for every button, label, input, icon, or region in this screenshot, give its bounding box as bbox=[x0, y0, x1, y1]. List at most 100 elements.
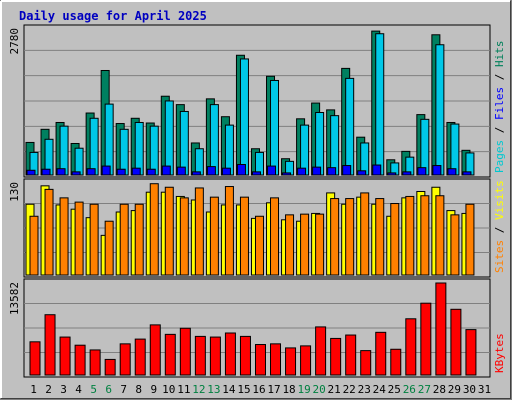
x-tick-day-27: 27 bbox=[418, 383, 431, 396]
bar-kbytes-day-24 bbox=[375, 331, 387, 376]
bar-kbytes-day-21 bbox=[330, 337, 342, 376]
x-tick-day-19: 19 bbox=[297, 383, 310, 396]
bar-files-day-13 bbox=[209, 104, 219, 176]
x-tick-day-21: 21 bbox=[328, 383, 341, 396]
bar-sites-day-18 bbox=[285, 214, 295, 276]
legend-separator: / bbox=[493, 120, 506, 140]
bar-kbytes-day-11 bbox=[179, 327, 191, 376]
bar-kbytes-day-19 bbox=[300, 345, 312, 376]
bar-sites-day-12 bbox=[194, 187, 204, 276]
bar-sites-day-7 bbox=[119, 203, 129, 276]
bar-kbytes-day-27 bbox=[420, 302, 432, 376]
bar-sites-day-19 bbox=[300, 213, 310, 276]
x-tick-day-23: 23 bbox=[358, 383, 371, 396]
x-tick-day-6: 6 bbox=[105, 383, 112, 396]
bar-kbytes-day-16 bbox=[254, 344, 266, 376]
bar-kbytes-day-7 bbox=[119, 343, 131, 376]
bar-kbytes-day-1 bbox=[29, 341, 41, 376]
x-tick-day-2: 2 bbox=[45, 383, 52, 396]
x-tick-day-10: 10 bbox=[162, 383, 175, 396]
bar-kbytes-day-4 bbox=[74, 344, 86, 376]
bar-files-day-15 bbox=[239, 58, 249, 176]
legend-kbytes: KBytes bbox=[493, 333, 506, 373]
bar-files-day-3 bbox=[59, 125, 69, 176]
bar-sites-day-30 bbox=[465, 203, 475, 276]
bar-sites-day-25 bbox=[390, 203, 400, 276]
x-tick-day-5: 5 bbox=[90, 383, 97, 396]
bar-pages-day-11 bbox=[176, 166, 186, 176]
bar-sites-day-1 bbox=[29, 215, 39, 276]
legend-item-kbytes: KBytes bbox=[493, 333, 506, 373]
bar-sites-day-28 bbox=[435, 195, 445, 276]
legend-separator: / bbox=[493, 220, 506, 240]
bar-files-day-8 bbox=[134, 121, 144, 176]
bar-sites-day-20 bbox=[315, 213, 325, 276]
bar-kbytes-day-28 bbox=[435, 282, 447, 376]
x-tick-day-9: 9 bbox=[150, 383, 157, 396]
bar-sites-day-14 bbox=[224, 186, 234, 276]
x-tick-day-29: 29 bbox=[448, 383, 461, 396]
bar-kbytes-day-29 bbox=[450, 308, 462, 376]
bar-pages-day-26 bbox=[402, 171, 412, 176]
bar-pages-day-15 bbox=[236, 163, 246, 176]
bar-kbytes-day-9 bbox=[149, 324, 161, 376]
bar-sites-day-16 bbox=[254, 215, 264, 276]
bar-kbytes-day-3 bbox=[59, 336, 71, 376]
legend-item-pages: Pages bbox=[493, 140, 506, 173]
x-tick-day-8: 8 bbox=[135, 383, 142, 396]
bar-kbytes-day-22 bbox=[345, 334, 357, 376]
bar-sites-day-24 bbox=[375, 198, 385, 276]
legend-item-files: Files bbox=[493, 87, 506, 120]
x-tick-day-12: 12 bbox=[192, 383, 205, 396]
bar-files-day-23 bbox=[360, 142, 370, 176]
panel-kbytes: 13582 KBytes bbox=[8, 278, 506, 378]
x-tick-day-4: 4 bbox=[75, 383, 82, 396]
bar-pages-day-4 bbox=[71, 171, 81, 176]
bar-files-day-11 bbox=[179, 110, 189, 176]
x-tick-day-1: 1 bbox=[30, 383, 37, 396]
bar-sites-day-6 bbox=[104, 220, 114, 276]
x-tick-day-20: 20 bbox=[313, 383, 326, 396]
bar-files-day-6 bbox=[104, 103, 114, 176]
bar-pages-day-10 bbox=[161, 165, 171, 176]
bar-pages-day-28 bbox=[432, 165, 442, 176]
bar-kbytes-day-2 bbox=[44, 314, 56, 376]
x-tick-day-18: 18 bbox=[282, 383, 295, 396]
legend-visits-sites: Sites / Visits bbox=[493, 180, 506, 273]
bar-kbytes-day-30 bbox=[465, 329, 477, 376]
panel-pages-files-hits: 2780 Pages / Files / Hits bbox=[8, 24, 506, 178]
y-max-label: 130 bbox=[8, 182, 21, 202]
bar-pages-day-1 bbox=[26, 169, 36, 176]
bar-pages-day-5 bbox=[86, 168, 96, 176]
bar-kbytes-day-15 bbox=[239, 335, 251, 376]
bar-kbytes-day-13 bbox=[209, 336, 221, 376]
bar-sites-day-2 bbox=[44, 188, 54, 276]
bar-pages-day-7 bbox=[116, 168, 126, 176]
bar-pages-day-13 bbox=[206, 166, 216, 176]
x-tick-day-28: 28 bbox=[433, 383, 446, 396]
x-tick-day-31: 31 bbox=[478, 383, 491, 396]
bar-pages-day-25 bbox=[387, 172, 397, 176]
x-tick-day-13: 13 bbox=[207, 383, 220, 396]
chart-title: Daily usage for April 2025 bbox=[19, 9, 207, 23]
panel-visits-sites: 130 Sites / Visits bbox=[8, 178, 506, 278]
x-tick-day-17: 17 bbox=[267, 383, 280, 396]
bar-files-day-4 bbox=[74, 147, 84, 176]
bar-pages-day-9 bbox=[146, 168, 156, 176]
x-tick-day-26: 26 bbox=[403, 383, 416, 396]
bar-pages-day-22 bbox=[342, 165, 352, 176]
bar-files-day-27 bbox=[420, 118, 430, 176]
bar-sites-day-17 bbox=[270, 197, 280, 276]
x-axis-labels: 1 2 3 4 5 6 7 8 9 10 11 12 13 14 15 16 17 18 19 20 21 22 23 24 2… bbox=[30, 383, 491, 396]
bar-sites-day-27 bbox=[420, 195, 430, 276]
legend-item-sites: Sites bbox=[493, 240, 506, 273]
bar-sites-day-10 bbox=[164, 186, 174, 276]
x-tick-day-24: 24 bbox=[373, 383, 387, 396]
bar-files-day-21 bbox=[330, 115, 340, 176]
bar-kbytes-day-23 bbox=[360, 350, 372, 376]
bar-sites-day-29 bbox=[450, 214, 460, 276]
bar-pages-day-23 bbox=[357, 170, 367, 176]
bar-files-day-28 bbox=[435, 44, 445, 176]
bar-files-day-12 bbox=[194, 148, 204, 176]
